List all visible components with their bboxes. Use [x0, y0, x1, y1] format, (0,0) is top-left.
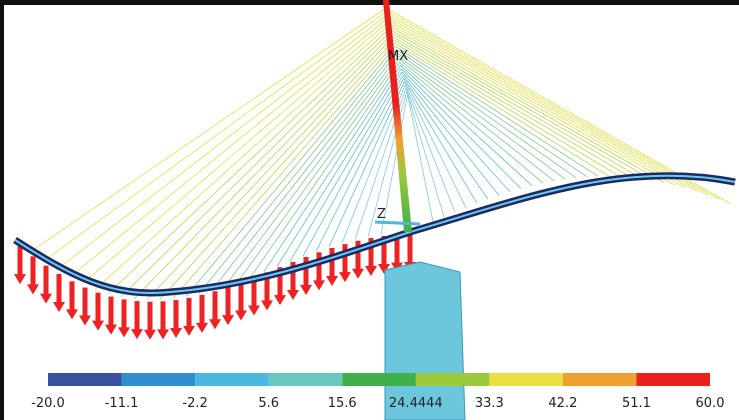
arrow-shaft	[317, 252, 322, 282]
frame-top	[0, 0, 739, 5]
arrow-shaft	[44, 266, 49, 296]
colorbar-segment	[342, 373, 416, 386]
colorbar-segment	[195, 373, 269, 386]
colorbar-label: -11.1	[105, 396, 139, 411]
axis-label: Z	[377, 207, 386, 222]
arrow-shaft	[148, 302, 153, 332]
crossbeam	[375, 222, 420, 224]
arrow-shaft	[161, 301, 166, 331]
colorbar-segment	[48, 373, 122, 386]
arrow-shaft	[109, 297, 114, 327]
arrow-shaft	[18, 246, 23, 276]
background	[0, 0, 739, 420]
arrow-shaft	[122, 299, 127, 329]
colorbar-label: 33.3	[475, 396, 504, 411]
viewport: Z MX -20.0 -11.1 -2.2 5.6 15.6 24.4444 33.3 42.…	[0, 0, 739, 420]
colorbar-label: 51.1	[622, 396, 651, 411]
colorbar-label: 60.0	[696, 396, 725, 411]
arrow-shaft	[57, 274, 62, 304]
arrow-shaft	[343, 244, 348, 274]
page: Z MX -20.0 -11.1 -2.2 5.6 15.6 24.4444 33.3 42.…	[0, 0, 739, 420]
arrow-shaft	[200, 295, 205, 325]
arrow-shaft	[239, 282, 244, 312]
colorbar-segment	[563, 373, 637, 386]
arrow-shaft	[31, 256, 36, 286]
arrow-shaft	[408, 234, 413, 264]
arrow-shaft	[330, 248, 335, 278]
colorbar-label: 15.6	[328, 396, 357, 411]
colorbar-label: -20.0	[31, 396, 65, 411]
arrow-shaft	[135, 301, 140, 331]
colorbar-label: 5.6	[258, 396, 279, 411]
colorbar-segment	[489, 373, 563, 386]
colorbar-label: 24.4444	[389, 396, 443, 411]
colorbar-label: 42.2	[548, 396, 577, 411]
arrow-shaft	[174, 300, 179, 330]
colorbar-segment	[122, 373, 196, 386]
colorbar-segment	[416, 373, 490, 386]
arrow-shaft	[226, 287, 231, 317]
pylon-tag: MX	[388, 49, 408, 64]
arrow-shaft	[96, 293, 101, 323]
colorbar-segment	[269, 373, 343, 386]
colorbar-label: -2.2	[182, 396, 207, 411]
arrow-shaft	[83, 288, 88, 318]
arrow-shaft	[70, 281, 75, 311]
arrow-shaft	[187, 298, 192, 328]
arrow-shaft	[213, 291, 218, 321]
frame-left	[0, 0, 4, 420]
colorbar-segment	[636, 373, 710, 386]
